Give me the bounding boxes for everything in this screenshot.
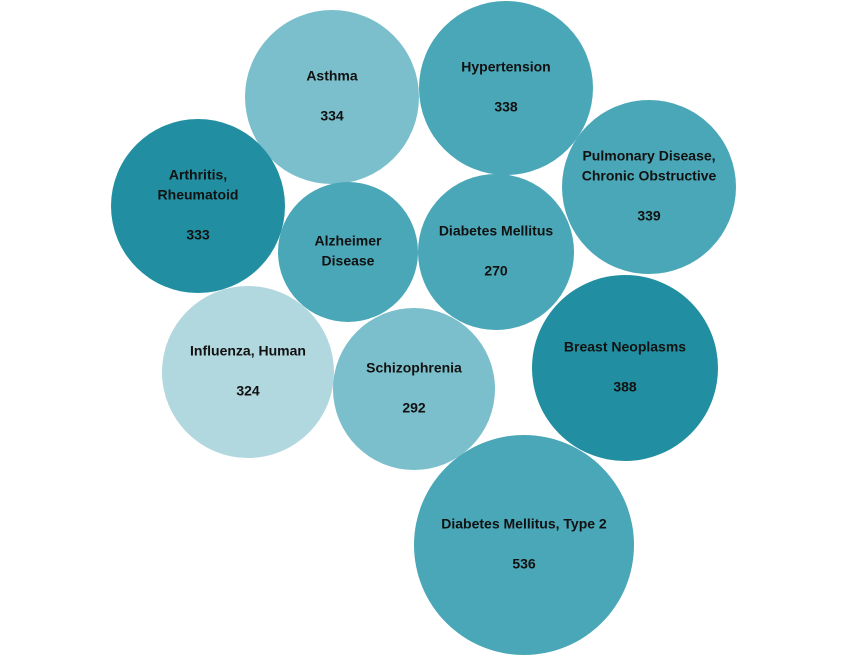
bubble-label-pulmonary-disease-chronic-obstructive-line-1: Pulmonary Disease, (582, 148, 715, 164)
bubble-schizophrenia[interactable]: Schizophrenia 292 (333, 308, 495, 470)
bubble-value-pulmonary-disease-chronic-obstructive: 339 (637, 208, 661, 224)
bubble-label-schizophrenia: Schizophrenia (366, 360, 462, 376)
bubble-diabetes-mellitus[interactable]: Diabetes Mellitus 270 (418, 174, 574, 330)
bubble-value-asthma: 334 (320, 108, 344, 124)
bubble-circle-pulmonary-disease-chronic-obstructive[interactable] (562, 100, 736, 274)
bubble-circle-influenza-human[interactable] (162, 286, 334, 458)
bubble-label-alzheimer-disease-line-1: Alzheimer (315, 233, 382, 249)
bubble-value-breast-neoplasms: 388 (613, 379, 637, 395)
bubble-circle-arthritis-rheumatoid[interactable] (111, 119, 285, 293)
bubble-label-hypertension: Hypertension (461, 59, 550, 75)
bubble-label-breast-neoplasms: Breast Neoplasms (564, 339, 686, 355)
bubble-pulmonary-disease-chronic-obstructive[interactable]: Pulmonary Disease, Chronic Obstructive 339 (562, 100, 736, 274)
bubble-circle-diabetes-mellitus[interactable] (418, 174, 574, 330)
bubble-label-diabetes-mellitus: Diabetes Mellitus (439, 223, 554, 239)
bubble-value-hypertension: 338 (494, 99, 518, 115)
bubble-asthma[interactable]: Asthma 334 (245, 10, 419, 184)
bubble-label-influenza-human: Influenza, Human (190, 343, 306, 359)
bubble-circle-asthma[interactable] (245, 10, 419, 184)
bubble-value-schizophrenia: 292 (402, 400, 426, 416)
bubble-circle-diabetes-mellitus-type-2[interactable] (414, 435, 634, 655)
bubble-circle-breast-neoplasms[interactable] (532, 275, 718, 461)
bubble-value-diabetes-mellitus: 270 (484, 263, 508, 279)
bubble-label-arthritis-rheumatoid-line-1: Arthritis, (169, 167, 227, 183)
bubble-diabetes-mellitus-type-2[interactable]: Diabetes Mellitus, Type 2 536 (414, 435, 634, 655)
bubble-label-diabetes-mellitus-type-2: Diabetes Mellitus, Type 2 (441, 516, 607, 532)
bubble-label-pulmonary-disease-chronic-obstructive-line-2: Chronic Obstructive (582, 168, 717, 184)
bubble-value-influenza-human: 324 (236, 383, 260, 399)
bubble-value-arthritis-rheumatoid: 333 (186, 227, 210, 243)
bubble-label-alzheimer-disease-line-2: Disease (322, 253, 375, 269)
bubble-label-asthma: Asthma (306, 68, 358, 84)
bubble-alzheimer-disease[interactable]: Alzheimer Disease (278, 182, 418, 322)
bubble-circle-hypertension[interactable] (419, 1, 593, 175)
bubble-breast-neoplasms[interactable]: Breast Neoplasms 388 (532, 275, 718, 461)
bubble-circle-alzheimer-disease[interactable] (278, 182, 418, 322)
bubble-influenza-human[interactable]: Influenza, Human 324 (162, 286, 334, 458)
bubble-label-arthritis-rheumatoid-line-2: Rheumatoid (158, 187, 239, 203)
bubble-circle-schizophrenia[interactable] (333, 308, 495, 470)
bubble-arthritis-rheumatoid[interactable]: Arthritis, Rheumatoid 333 (111, 119, 285, 293)
bubble-value-diabetes-mellitus-type-2: 536 (512, 556, 536, 572)
bubble-hypertension[interactable]: Hypertension 338 (419, 1, 593, 175)
